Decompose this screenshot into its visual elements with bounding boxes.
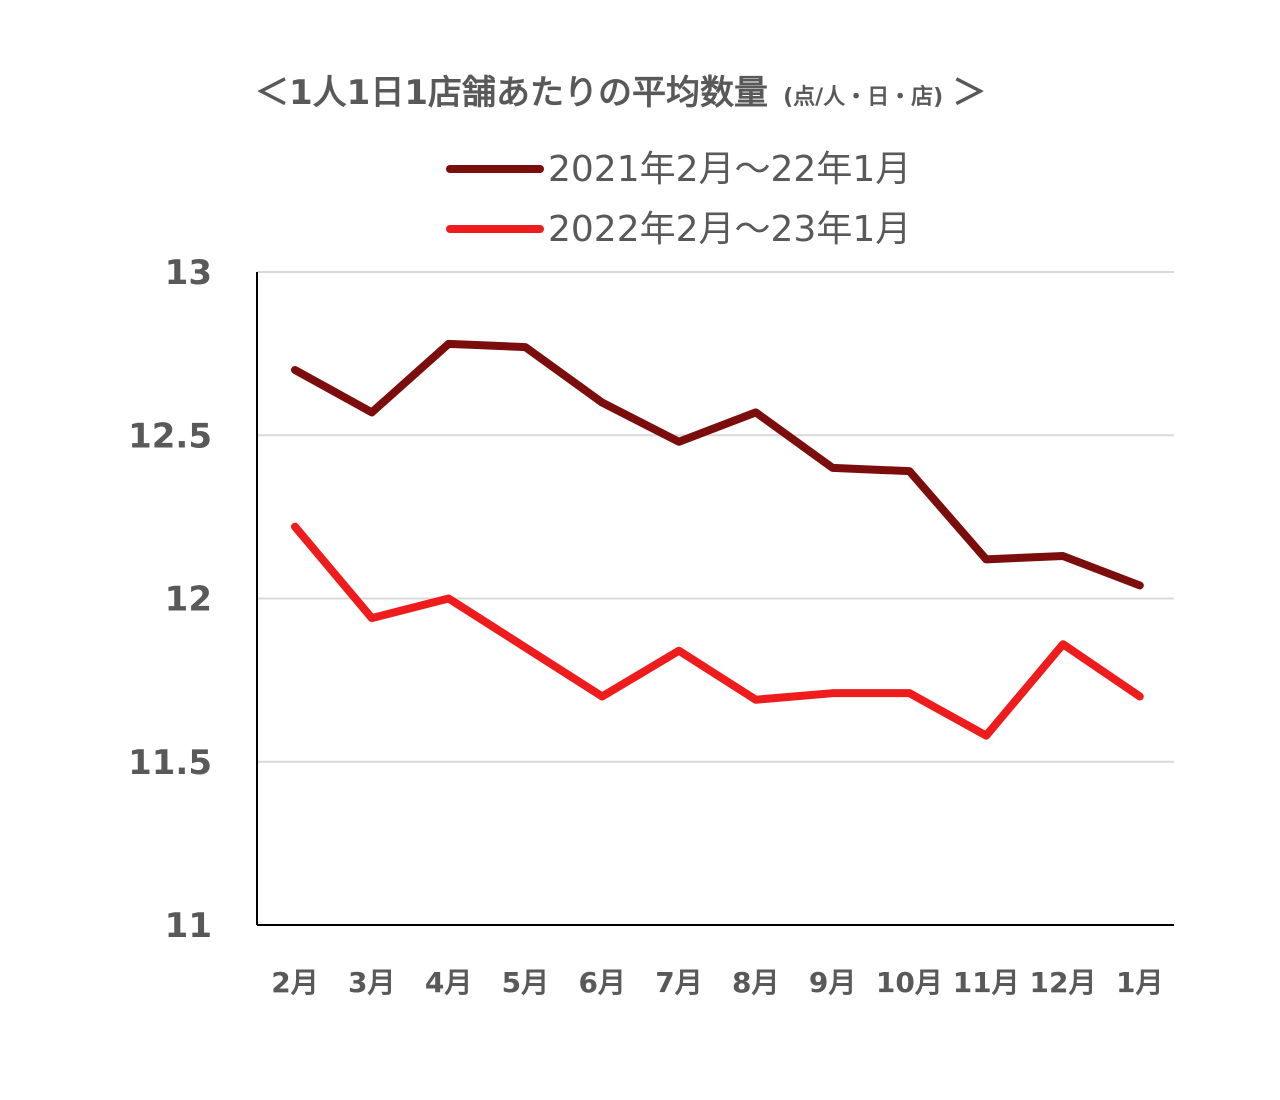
x-tick-label: 1月 [1116,966,1163,999]
chart-title: ＜1人1日1店舗あたりの平均数量 (点/人・日・店) ＞ [255,73,986,113]
x-tick-label: 7月 [655,966,702,999]
chart-title-unit: (点/人・日・店) [783,84,943,110]
y-tick-label: 12.5 [128,416,212,456]
legend-item-2022: 2022年2月～23年1月 [446,209,911,250]
x-tick-label: 4月 [425,966,472,999]
chart-title-main: ＜1人1日1店舗あたりの平均数量 [255,73,768,113]
y-tick-label: 11.5 [128,743,212,783]
x-tick-label: 9月 [809,966,856,999]
series-line-2022 [291,522,1144,740]
y-axis-ticks: 11 11.5 12 12.5 13 [128,253,212,946]
legend-label-2021: 2021年2月～22年1月 [548,149,911,190]
x-tick-label: 11月 [953,966,1020,999]
legend-item-2021: 2021年2月～22年1月 [446,149,911,190]
x-tick-label: 5月 [502,966,549,999]
x-tick-label: 2月 [271,966,318,999]
x-tick-label: 12月 [1030,966,1097,999]
y-tick-label: 11 [165,906,212,946]
x-tick-label: 10月 [876,966,943,999]
x-axis-ticks: 2月 3月 4月 5月 6月 7月 8月 9月 10月 11月 12月 1月 [271,966,1163,999]
gridlines [257,271,1174,763]
y-tick-label: 12 [165,580,212,620]
x-tick-label: 6月 [578,966,625,999]
legend: 2021年2月～22年1月 2022年2月～23年1月 [446,149,911,250]
y-tick-label: 13 [165,253,212,293]
legend-label-2022: 2022年2月～23年1月 [548,209,911,250]
chart-title-close: ＞ [952,73,986,113]
series-line-2021 [291,339,1144,590]
series-lines [291,339,1144,740]
x-tick-label: 8月 [732,966,779,999]
x-tick-label: 3月 [348,966,395,999]
